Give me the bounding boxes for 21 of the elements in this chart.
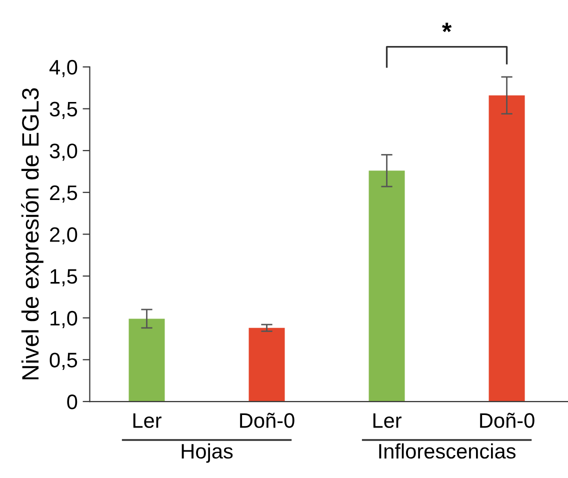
x-tick-label: Doñ-0 — [240, 412, 294, 428]
y-tick-label: 1,5 — [50, 269, 78, 286]
text: * — [442, 22, 452, 32]
y-tick-label: 4,0 — [49, 60, 78, 78]
bar — [368, 170, 405, 402]
y-tick-label: 2,0 — [50, 227, 78, 244]
x-tick-label: Ler — [373, 413, 402, 428]
y-tick-label: 2,5 — [50, 185, 78, 203]
y-tick-label: 3,0 — [50, 144, 78, 161]
bar — [248, 328, 285, 402]
bar — [488, 95, 525, 402]
text: Hojas — [182, 443, 233, 463]
text: Inflorescencias — [379, 443, 516, 459]
y-tick-label: 1,0 — [50, 310, 78, 328]
y-tick-label: 3,5 — [50, 102, 78, 119]
y-axis-title: Nivel de expresión de EGL3 — [21, 88, 44, 380]
y-tick-label: 0,5 — [50, 352, 78, 370]
x-tick-label: Doñ-0 — [480, 412, 534, 428]
y-tick-label: 0 — [67, 394, 78, 410]
bar — [128, 318, 165, 402]
x-tick-label: Ler — [133, 413, 162, 428]
